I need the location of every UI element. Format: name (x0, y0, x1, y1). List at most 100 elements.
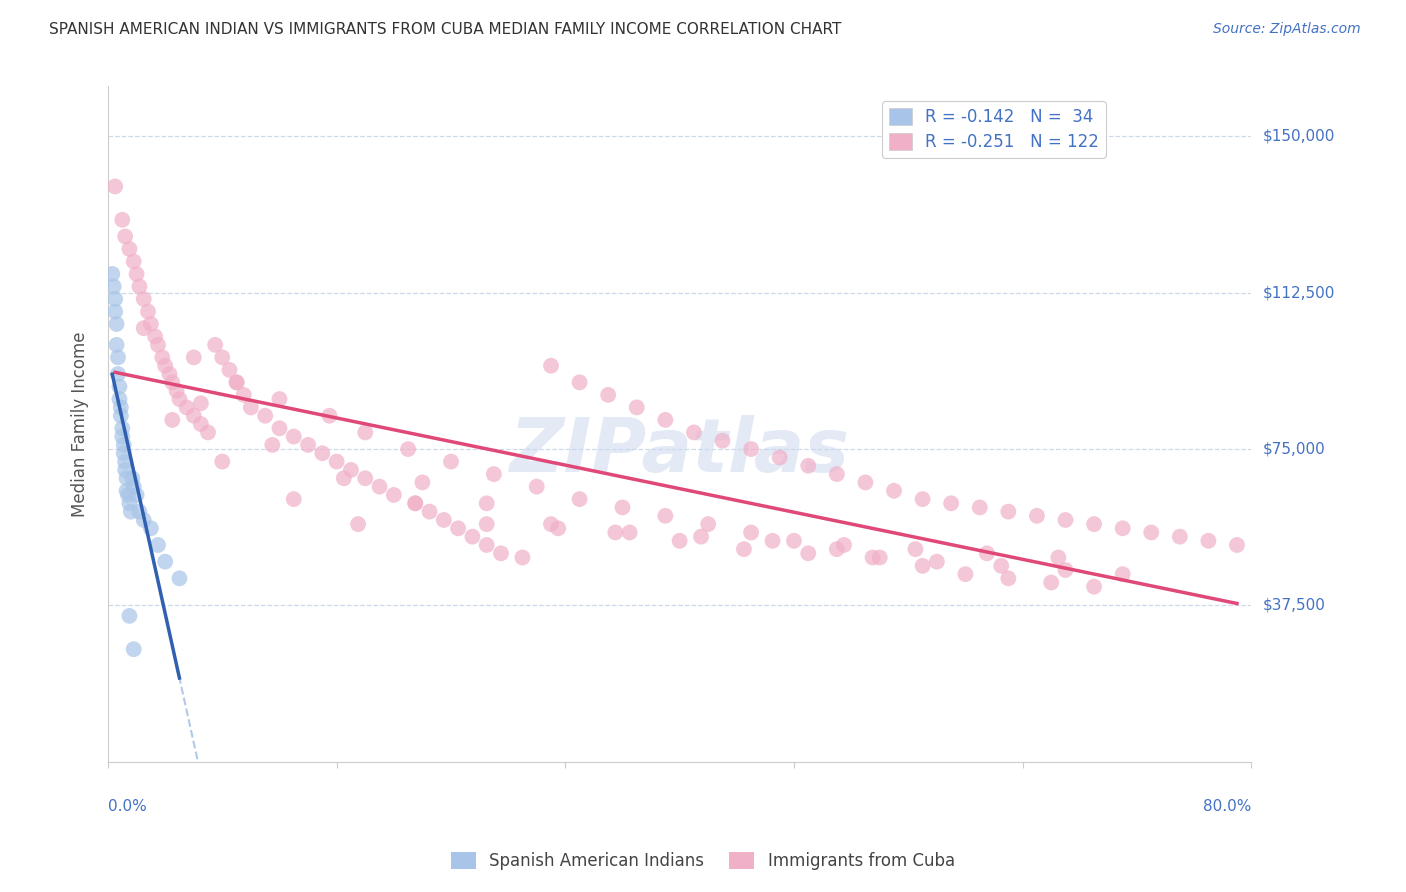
Point (318, 409, 340, 423)
Point (325, 454, 347, 468)
Point (110, 409, 132, 423)
Point (269, 392, 291, 406)
Point (197, 425, 219, 440)
Point (911, 492, 934, 507)
Point (162, 376, 184, 390)
Point (1025, 508, 1047, 523)
Point (783, 533, 806, 548)
Point (825, 542, 848, 557)
Point (1083, 517, 1105, 532)
Point (101, 267, 124, 281)
Point (404, 496, 426, 510)
Point (117, 488, 139, 502)
Point (269, 421, 291, 435)
Point (143, 329, 166, 343)
Point (690, 530, 713, 544)
Point (540, 359, 562, 373)
Point (340, 463, 363, 477)
Point (110, 401, 132, 415)
Point (683, 425, 706, 440)
Point (605, 525, 627, 540)
Point (997, 571, 1019, 585)
Point (475, 496, 498, 510)
Point (218, 363, 240, 377)
Text: 0.0%: 0.0% (108, 799, 146, 814)
Point (108, 392, 131, 406)
Point (128, 505, 150, 519)
Point (969, 500, 991, 515)
Point (176, 401, 198, 415)
Point (169, 392, 191, 406)
Point (232, 388, 254, 402)
Point (797, 546, 820, 560)
Point (103, 279, 125, 293)
Point (107, 367, 129, 381)
Point (104, 292, 127, 306)
Point (159, 367, 181, 381)
Point (115, 471, 138, 485)
Point (797, 458, 820, 473)
Point (225, 376, 247, 390)
Point (568, 376, 591, 390)
Point (132, 292, 155, 306)
Point (153, 359, 176, 373)
Point (139, 521, 162, 535)
Point (475, 538, 498, 552)
Point (1197, 533, 1219, 548)
Point (111, 421, 134, 435)
Point (433, 513, 456, 527)
Text: SPANISH AMERICAN INDIAN VS IMMIGRANTS FROM CUBA MEDIAN FAMILY INCOME CORRELATION: SPANISH AMERICAN INDIAN VS IMMIGRANTS FR… (49, 22, 842, 37)
Text: ZIPatlas: ZIPatlas (509, 415, 849, 488)
Text: Source: ZipAtlas.com: Source: ZipAtlas.com (1213, 22, 1361, 37)
Point (354, 425, 377, 440)
Point (512, 550, 534, 565)
Point (153, 555, 176, 569)
Point (761, 533, 783, 548)
Point (855, 475, 877, 490)
Point (740, 442, 762, 456)
Point (121, 471, 143, 485)
Point (447, 521, 470, 535)
Point (568, 492, 591, 507)
Point (1083, 580, 1105, 594)
Point (654, 413, 676, 427)
Point (461, 530, 484, 544)
Point (832, 538, 855, 552)
Text: 80.0%: 80.0% (1204, 799, 1251, 814)
Point (668, 533, 690, 548)
Point (619, 525, 641, 540)
Point (904, 542, 927, 557)
Point (146, 338, 169, 352)
Point (475, 517, 498, 532)
Text: $75,000: $75,000 (1263, 442, 1324, 457)
Point (166, 384, 188, 398)
Point (107, 351, 129, 365)
Point (1168, 530, 1191, 544)
Point (1040, 575, 1063, 590)
Point (869, 550, 891, 565)
Point (347, 517, 370, 532)
Point (283, 429, 305, 443)
Point (311, 446, 333, 460)
Point (118, 608, 141, 623)
Point (115, 483, 138, 498)
Point (925, 555, 948, 569)
Point (489, 546, 512, 560)
Point (654, 508, 676, 523)
Point (262, 438, 284, 452)
Point (825, 467, 848, 482)
Text: $150,000: $150,000 (1263, 128, 1334, 144)
Point (125, 267, 148, 281)
Point (941, 496, 963, 510)
Point (526, 480, 548, 494)
Point (382, 488, 405, 502)
Point (626, 401, 648, 415)
Point (990, 558, 1012, 573)
Point (105, 317, 128, 331)
Legend: Spanish American Indians, Immigrants from Cuba: Spanish American Indians, Immigrants fro… (444, 845, 962, 877)
Point (419, 505, 441, 519)
Point (225, 376, 247, 390)
Point (740, 525, 762, 540)
Point (254, 409, 277, 423)
Point (122, 480, 145, 494)
